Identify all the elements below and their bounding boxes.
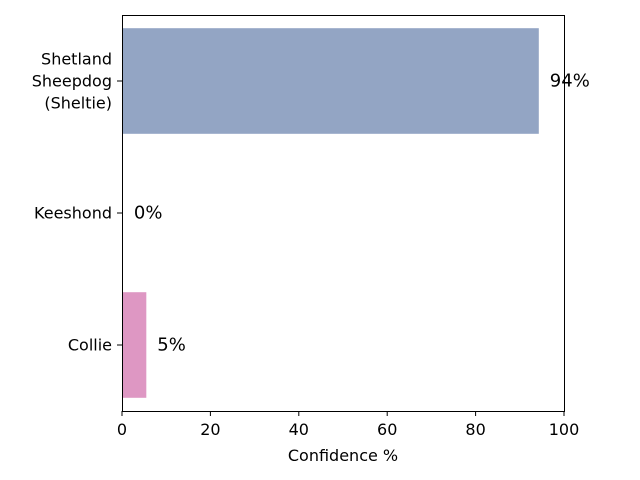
y-tick-label-2: Keeshond bbox=[34, 204, 112, 223]
y-tick-label-3: Collie bbox=[68, 336, 112, 355]
x-tick-label-1: 0 bbox=[117, 420, 127, 439]
data-label-2: 0% bbox=[134, 203, 163, 224]
x-tick-label-5: 80 bbox=[465, 420, 485, 439]
data-label-3: 5% bbox=[157, 335, 186, 356]
data-label-1: 94% bbox=[550, 71, 590, 92]
y-tick-label-1: Shetland Sheepdog (Sheltie) bbox=[32, 50, 112, 113]
plot-frame bbox=[122, 15, 565, 412]
data-labels: 94% 0% 5% bbox=[134, 71, 590, 356]
x-axis-ticks: 0 20 40 60 80 100 bbox=[117, 411, 579, 439]
x-axis-title: Confidence % bbox=[288, 446, 398, 465]
x-tick-label-4: 60 bbox=[377, 420, 397, 439]
y-axis-ticks: Shetland Sheepdog (Sheltie) Keeshond Collie bbox=[32, 50, 122, 355]
bar-1 bbox=[122, 28, 539, 134]
x-tick-label-2: 20 bbox=[200, 420, 220, 439]
x-tick-label-3: 40 bbox=[289, 420, 309, 439]
bar-3 bbox=[122, 292, 147, 398]
bars-group bbox=[122, 28, 539, 398]
x-tick-label-6: 100 bbox=[549, 420, 580, 439]
